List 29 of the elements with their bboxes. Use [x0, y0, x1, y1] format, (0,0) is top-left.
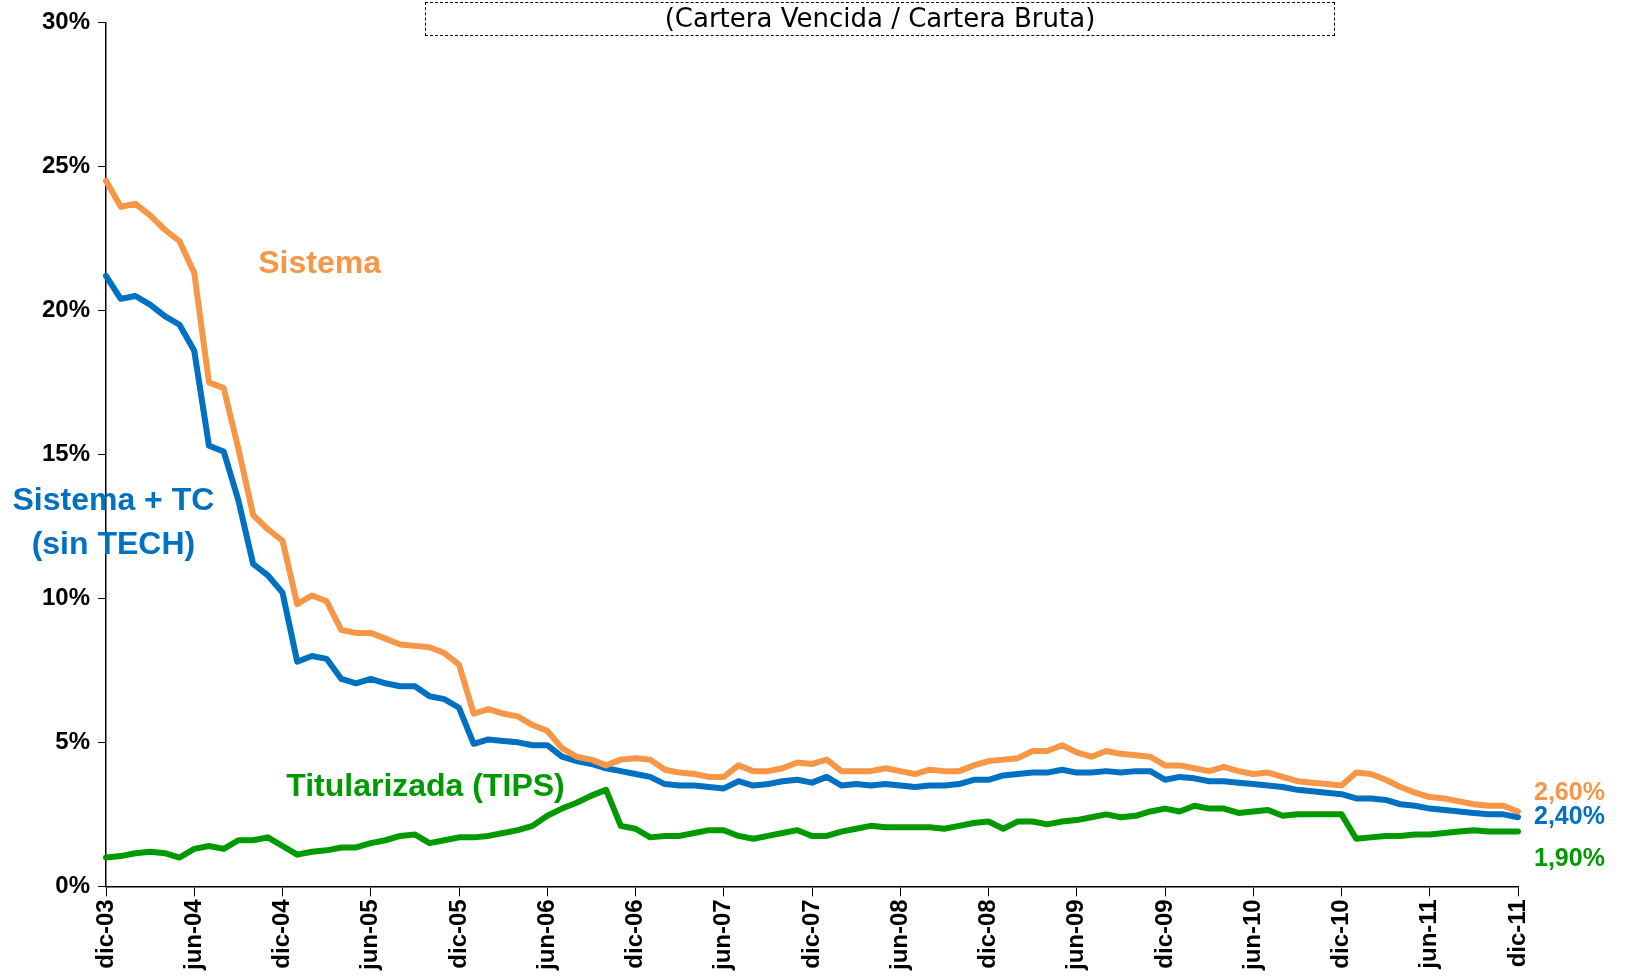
y-tick-label: 5% [55, 726, 90, 754]
y-tick-label: 0% [55, 870, 90, 898]
y-tick-label: 25% [41, 151, 90, 179]
data-label: 1,90% [1534, 843, 1605, 872]
y-tick-label: 10% [41, 582, 90, 610]
x-tick-label: dic-07 [796, 899, 824, 969]
chart-title: (Cartera Vencida / Cartera Bruta) [425, 2, 1335, 36]
x-tick-label: dic-04 [267, 898, 295, 969]
series-label: Sistema [258, 244, 382, 281]
x-tick-label: jun-05 [355, 899, 383, 972]
data-label: 2,60% [1534, 777, 1605, 806]
y-tick-label: 15% [41, 438, 90, 466]
x-tick-label: jun-07 [708, 899, 736, 972]
x-tick-label: dic-08 [973, 899, 1001, 969]
x-tick-label: dic-11 [1502, 899, 1530, 968]
x-tick-label: dic-10 [1326, 899, 1354, 969]
x-tick-label: dic-09 [1149, 899, 1177, 969]
x-tick-label: dic-06 [620, 899, 648, 969]
y-tick-label: 20% [41, 295, 90, 322]
x-tick-label: jun-09 [1061, 899, 1089, 972]
x-tick-label: jun-10 [1237, 899, 1265, 972]
series-label: Titularizada (TIPS) [286, 766, 565, 803]
x-tick-label: jun-11 [1414, 899, 1442, 970]
x-tick-label: jun-08 [884, 899, 912, 972]
x-tick-label: dic-03 [90, 899, 118, 969]
x-tick-label: dic-05 [443, 899, 471, 969]
x-tick-label: jun-04 [178, 898, 206, 972]
x-tick-label: jun-06 [531, 899, 559, 972]
y-tick-label: 30% [41, 7, 90, 35]
